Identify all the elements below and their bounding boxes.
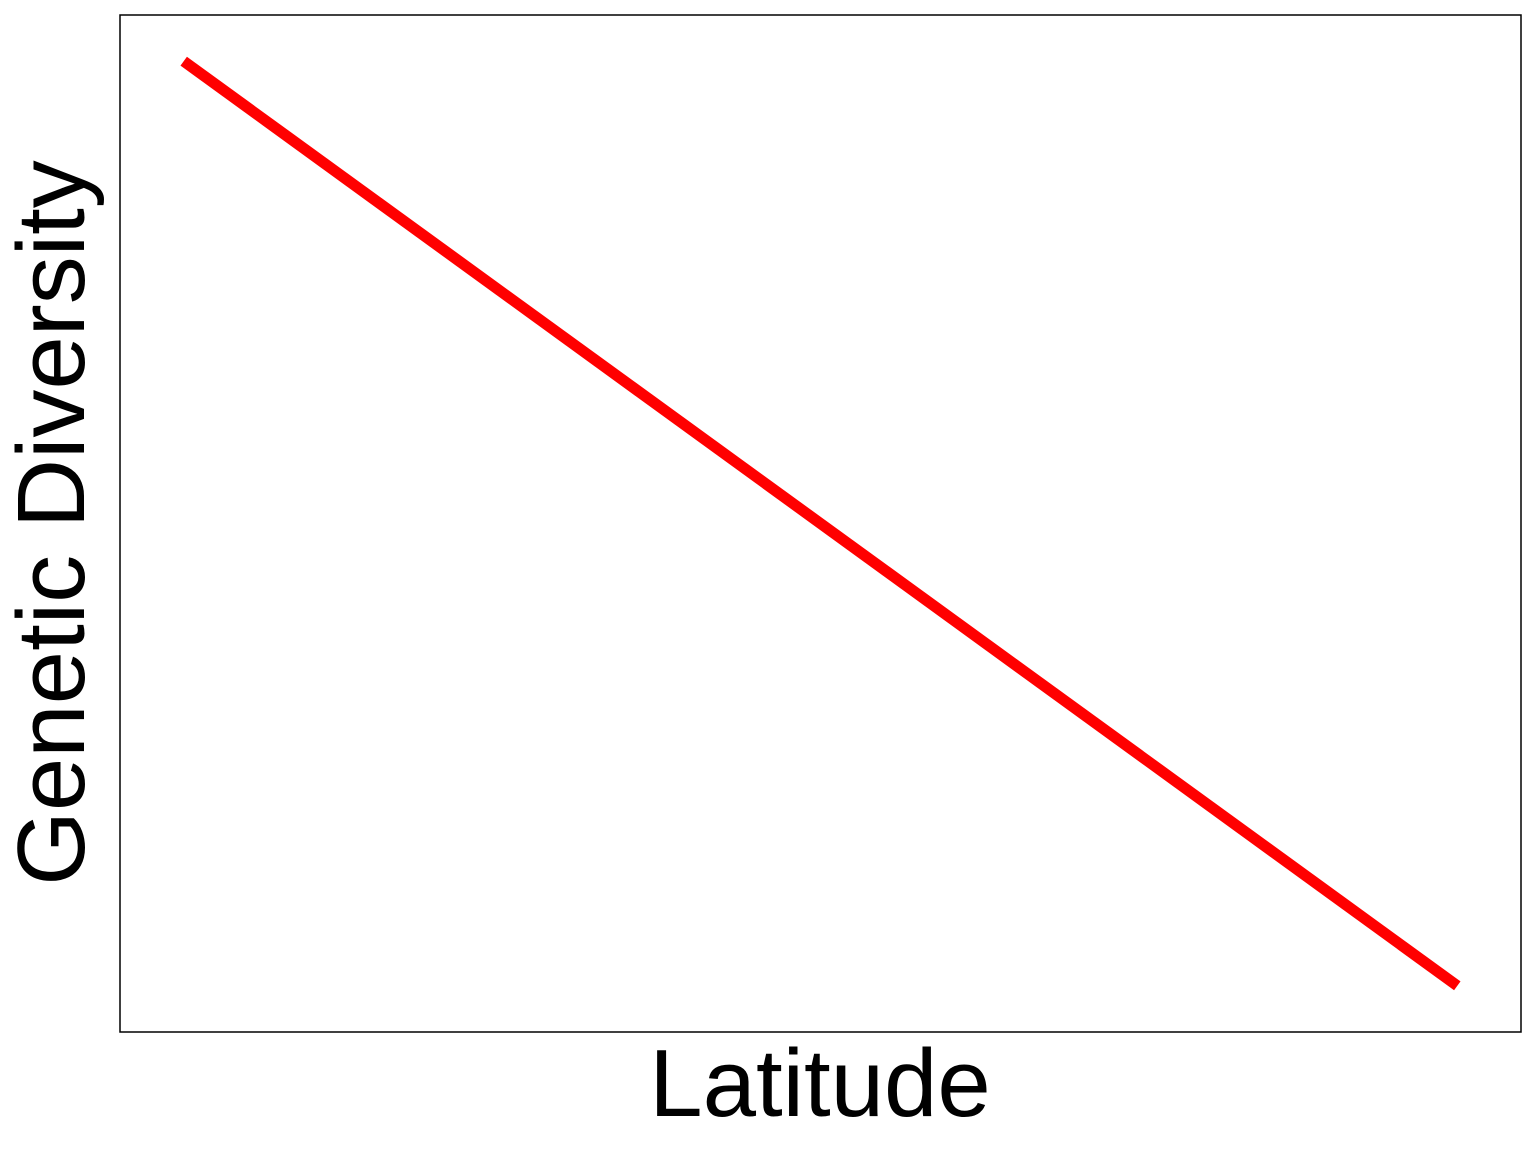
series-line-0 <box>180 56 1461 991</box>
x-axis-label: Latitude <box>649 1030 991 1137</box>
y-axis-label: Genetic Diversity <box>0 160 105 886</box>
series-layer <box>180 56 1461 991</box>
plot-area-frame <box>119 14 1522 1033</box>
